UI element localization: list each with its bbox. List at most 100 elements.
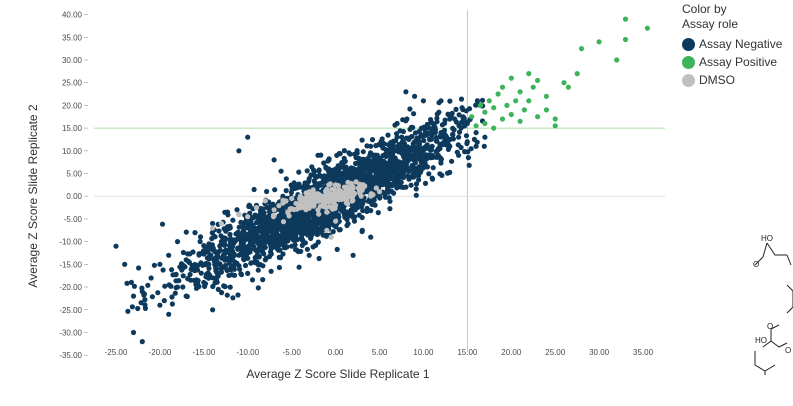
dmso-point — [323, 204, 329, 210]
assay-negative-point — [315, 220, 321, 227]
assay-negative-point — [160, 267, 166, 273]
assay-negative-point — [400, 168, 406, 174]
legend-item-assay-positive[interactable]: Assay Positive — [682, 53, 792, 71]
molecule-label-o-2: O — [767, 322, 773, 331]
scatter-points — [113, 16, 651, 345]
assay-positive-point — [499, 84, 506, 90]
assay-negative-point — [312, 215, 318, 221]
dmso-point — [289, 195, 295, 202]
y-axis-title: Average Z Score Slide Replicate 2 — [26, 104, 40, 288]
dmso-point — [341, 184, 347, 190]
assay-negative-point — [309, 164, 315, 170]
assay-negative-point — [201, 243, 207, 249]
assay-negative-point — [139, 289, 145, 295]
assay-negative-point — [315, 152, 321, 158]
assay-negative-point — [442, 120, 448, 126]
assay-negative-point — [157, 302, 163, 308]
assay-negative-point — [259, 227, 265, 233]
assay-negative-point — [288, 189, 294, 196]
assay-negative-point — [206, 275, 212, 281]
molecule-structure-image: HO O O HO O — [753, 234, 793, 375]
assay-negative-point — [128, 279, 134, 285]
y-tick-label: -10.00 — [59, 238, 82, 247]
assay-negative-point — [451, 127, 457, 133]
assay-negative-point — [241, 256, 247, 262]
assay-negative-point — [215, 286, 221, 292]
assay-negative-point — [359, 157, 365, 163]
assay-negative-point — [273, 224, 279, 230]
assay-negative-point — [452, 116, 458, 122]
dmso-point — [343, 191, 349, 197]
assay-negative-point — [248, 260, 254, 266]
assay-negative-point — [394, 166, 400, 172]
y-tick-label: -35.00 — [59, 351, 82, 360]
dmso-point — [297, 193, 303, 199]
assay-negative-point — [253, 248, 260, 254]
assay-negative-point — [230, 295, 236, 301]
assay-negative-point — [412, 148, 418, 154]
assay-negative-point — [219, 290, 225, 296]
assay-negative-point — [374, 158, 380, 164]
assay-negative-point — [412, 93, 418, 99]
assay-negative-point — [113, 243, 119, 249]
legend-item-dmso[interactable]: DMSO — [682, 71, 792, 89]
assay-negative-point — [268, 268, 274, 274]
assay-negative-point — [291, 218, 297, 224]
assay-negative-point — [458, 96, 465, 102]
dmso-point — [333, 189, 339, 195]
assay-negative-point — [456, 112, 462, 118]
assay-negative-point — [183, 257, 189, 263]
assay-negative-point — [357, 199, 363, 205]
legend-swatch — [682, 73, 695, 87]
dmso-point — [373, 185, 379, 191]
assay-negative-point — [372, 162, 379, 168]
dmso-point — [210, 225, 216, 231]
dmso-point — [313, 195, 319, 201]
legend-label: DMSO — [699, 72, 735, 87]
assay-negative-point — [396, 160, 402, 166]
assay-negative-point — [350, 167, 357, 173]
assay-negative-point — [358, 161, 365, 167]
dmso-point — [287, 206, 293, 212]
assay-negative-point — [298, 248, 304, 254]
molecule-label-ho-2: HO — [755, 336, 767, 345]
assay-negative-point — [466, 162, 472, 168]
assay-negative-point — [412, 170, 418, 177]
assay-negative-point — [262, 220, 268, 227]
assay-negative-point — [407, 135, 413, 141]
y-tick-label: -15.00 — [59, 260, 82, 269]
x-tick-label: 15.00 — [457, 348, 478, 357]
y-axis-ticks: 40.00 35.00 30.00 25.00 20.00 15.00 10.00 5.00 0… — [59, 11, 88, 360]
legend-item-assay-negative[interactable]: Assay Negative — [682, 35, 792, 53]
assay-negative-point — [238, 219, 244, 225]
assay-negative-point — [187, 271, 193, 278]
assay-positive-point — [644, 25, 651, 31]
assay-negative-point — [296, 169, 302, 175]
dmso-point — [324, 227, 330, 233]
assay-negative-point — [351, 218, 358, 224]
assay-negative-point — [429, 126, 436, 132]
assay-negative-point — [351, 151, 358, 157]
assay-negative-point — [169, 267, 175, 273]
assay-negative-point — [350, 202, 356, 208]
assay-negative-point — [380, 140, 386, 146]
assay-negative-point — [414, 156, 421, 162]
assay-positive-point — [517, 118, 523, 124]
assay-negative-point — [157, 261, 163, 267]
assay-negative-point — [209, 275, 216, 281]
assay-negative-point — [238, 272, 245, 278]
assay-negative-point — [272, 187, 278, 193]
assay-negative-point — [430, 165, 436, 171]
assay-negative-point — [311, 168, 317, 175]
assay-negative-point — [129, 304, 135, 310]
assay-negative-point — [378, 176, 384, 182]
assay-negative-point — [434, 138, 440, 144]
assay-positive-point — [622, 16, 629, 22]
assay-negative-point — [287, 235, 293, 241]
assay-negative-point — [326, 156, 332, 162]
assay-negative-point — [245, 234, 251, 240]
assay-negative-point — [173, 278, 179, 284]
assay-negative-point — [227, 237, 233, 243]
assay-negative-point — [468, 146, 474, 152]
assay-negative-point — [308, 172, 314, 178]
